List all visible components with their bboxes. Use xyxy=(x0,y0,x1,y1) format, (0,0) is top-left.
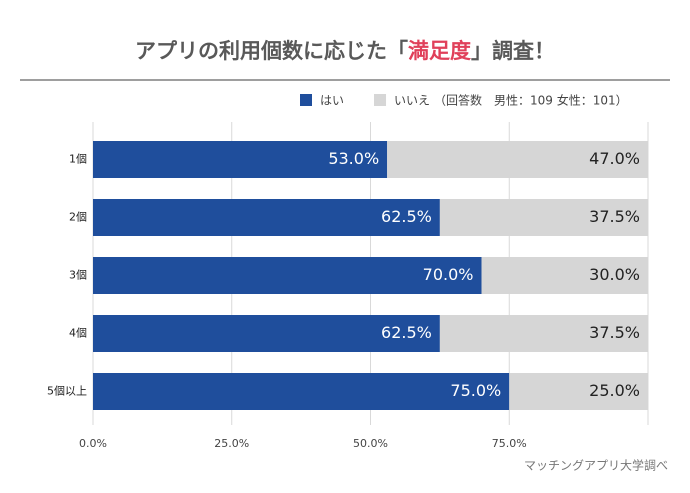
legend-swatch xyxy=(300,94,312,106)
y-tick-label: 5個以上 xyxy=(47,385,87,398)
y-tick-label: 3個 xyxy=(69,269,87,282)
value-label: 62.5% xyxy=(381,207,432,226)
value-label: 30.0% xyxy=(589,265,640,284)
y-tick-label: 4個 xyxy=(69,327,87,340)
value-label: 37.5% xyxy=(589,207,640,226)
x-tick-label: 25.0% xyxy=(214,437,249,450)
x-tick-label: 0.0% xyxy=(79,437,107,450)
legend-swatch xyxy=(374,94,387,106)
x-tick-label: 75.0% xyxy=(492,437,527,450)
bar-segment xyxy=(439,315,648,352)
bar-segment xyxy=(439,199,648,236)
value-label: 75.0% xyxy=(450,381,501,400)
bar-segment xyxy=(93,257,482,294)
bar-segment xyxy=(509,373,648,410)
legend-note: （回答数 男性：109 女性：101） xyxy=(434,93,628,108)
bar-segment xyxy=(93,199,440,236)
value-label: 37.5% xyxy=(589,323,640,342)
y-tick-label: 2個 xyxy=(69,211,87,224)
value-label: 53.0% xyxy=(328,149,379,168)
legend-label: はい xyxy=(320,94,344,108)
source: マッチングアプリ大学調べ xyxy=(524,458,668,473)
title-part: アプリの利用個数に応じた「 xyxy=(135,39,408,63)
title-highlight: 満足度 xyxy=(408,39,471,63)
bar-segment xyxy=(93,141,388,178)
legend-label: いいえ xyxy=(394,94,430,108)
title-part: 」調査！ xyxy=(471,39,555,63)
value-label: 62.5% xyxy=(381,323,432,342)
value-label: 70.0% xyxy=(423,265,474,284)
y-tick-label: 1個 xyxy=(69,153,87,166)
x-tick-label: 50.0% xyxy=(353,437,388,450)
bar-segment xyxy=(93,373,510,410)
value-label: 47.0% xyxy=(589,149,640,168)
bar-segment xyxy=(481,257,648,294)
chart-title: アプリの利用個数に応じた「満足度」調査！ xyxy=(135,39,555,63)
bar-segment xyxy=(93,315,440,352)
bar-segment xyxy=(387,141,648,178)
value-label: 25.0% xyxy=(589,381,640,400)
